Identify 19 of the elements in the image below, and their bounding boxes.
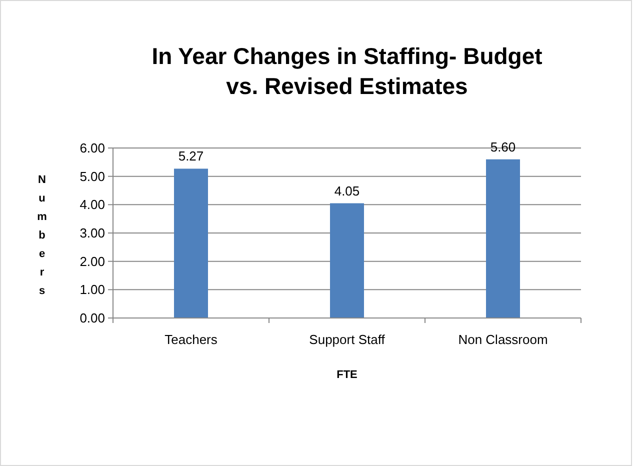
y-axis-title: Numbers (37, 174, 48, 297)
y-tick-label: 0.00 (80, 310, 105, 326)
y-tick-label: 3.00 (80, 226, 105, 241)
bar (486, 159, 520, 318)
y-tick-label: 6.00 (80, 140, 105, 156)
data-label: 5.27 (178, 148, 204, 164)
bar (174, 168, 208, 318)
data-label: 5.60 (490, 139, 516, 154)
bar (330, 203, 364, 318)
y-tick-label: 1.00 (80, 282, 105, 298)
x-tick-label: Teachers (164, 332, 218, 347)
x-tick-label: Support Staff (309, 332, 386, 347)
y-tick-label: 2.00 (80, 254, 105, 269)
chart-title: In Year Changes in Staffing- Budget vs. Revised Estimates (152, 43, 543, 99)
x-axis-title: FTE (336, 369, 358, 381)
x-tick-label: Non Classroom (458, 332, 548, 347)
y-tick-label: 5.00 (80, 168, 105, 184)
data-label: 4.05 (334, 183, 360, 198)
y-tick-label: 4.00 (80, 197, 105, 212)
